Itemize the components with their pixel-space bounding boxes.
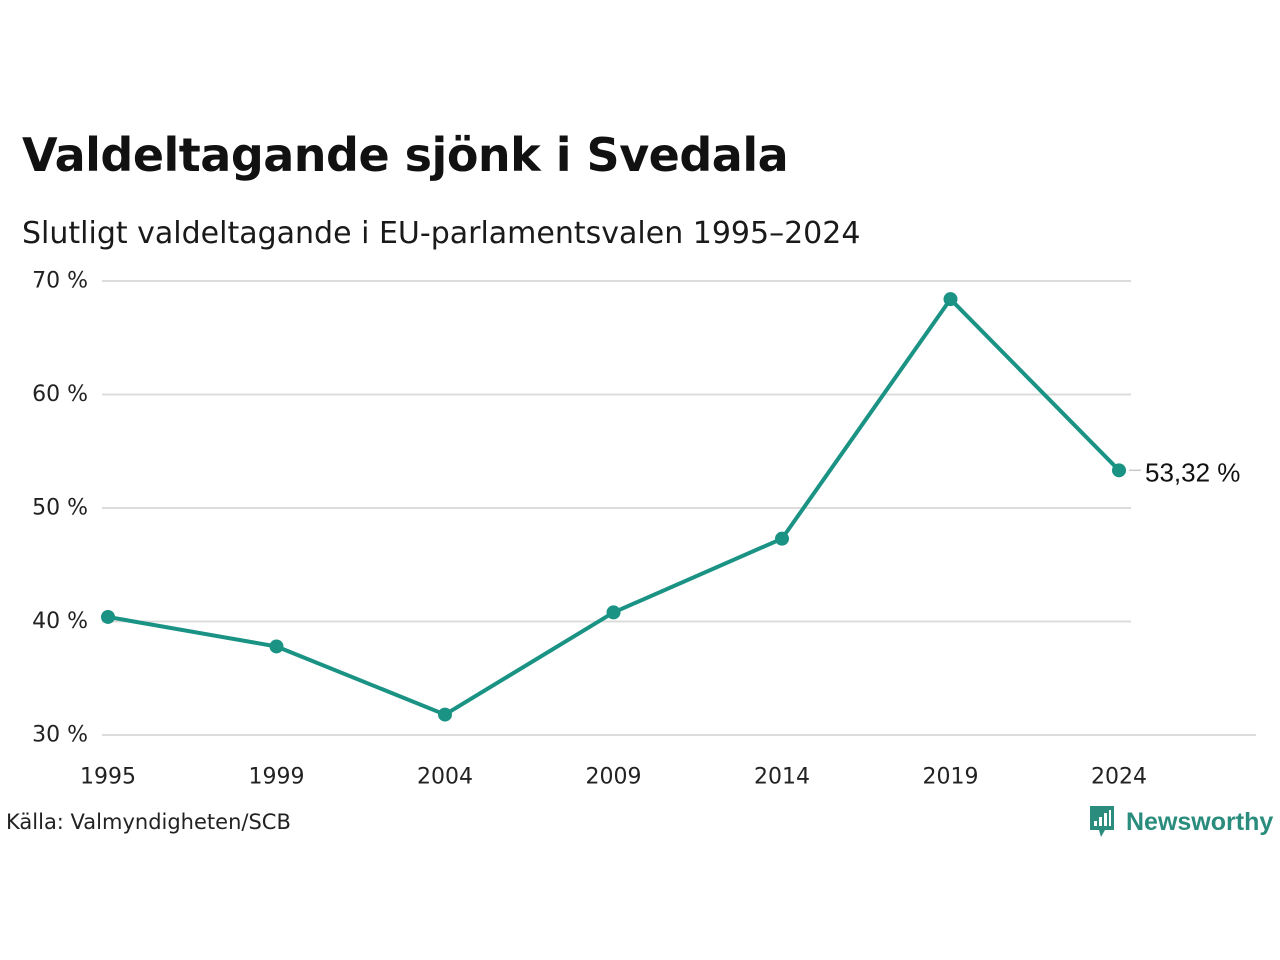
x-tick-label: 2024 xyxy=(1091,765,1147,790)
data-point xyxy=(606,605,621,620)
newsworthy-logo-icon xyxy=(1090,806,1114,837)
x-tick-label: 2004 xyxy=(417,765,473,790)
data-point xyxy=(775,531,789,546)
series-line xyxy=(106,297,1121,717)
y-tick-label: 50 % xyxy=(32,496,88,521)
y-tick-label: 70 % xyxy=(32,269,88,294)
data-point xyxy=(1112,463,1126,478)
x-tick-label: 2009 xyxy=(586,765,642,790)
data-point xyxy=(101,609,115,624)
y-tick-label: 60 % xyxy=(32,382,88,407)
data-point xyxy=(269,639,284,654)
chart-title: Valdeltagande sjönk i Svedala xyxy=(22,128,789,182)
brand-logo: Newsworthy xyxy=(1088,804,1273,840)
data-point xyxy=(438,707,452,722)
x-tick-label: 2019 xyxy=(923,765,979,790)
y-tick-label: 40 % xyxy=(32,609,88,634)
source-note: Källa: Valmyndigheten/SCB xyxy=(6,810,291,834)
brand-name: Newsworthy xyxy=(1126,807,1274,836)
data-point xyxy=(943,292,958,307)
x-tick-label: 1995 xyxy=(80,765,136,790)
chart-subtitle: Slutligt valdeltagande i EU-parlamentsva… xyxy=(22,216,861,251)
x-tick-label: 2014 xyxy=(754,765,810,790)
end-value-label: 53,32 % xyxy=(1145,457,1240,487)
x-tick-label: 1999 xyxy=(249,765,305,790)
y-tick-label: 30 % xyxy=(32,723,88,748)
